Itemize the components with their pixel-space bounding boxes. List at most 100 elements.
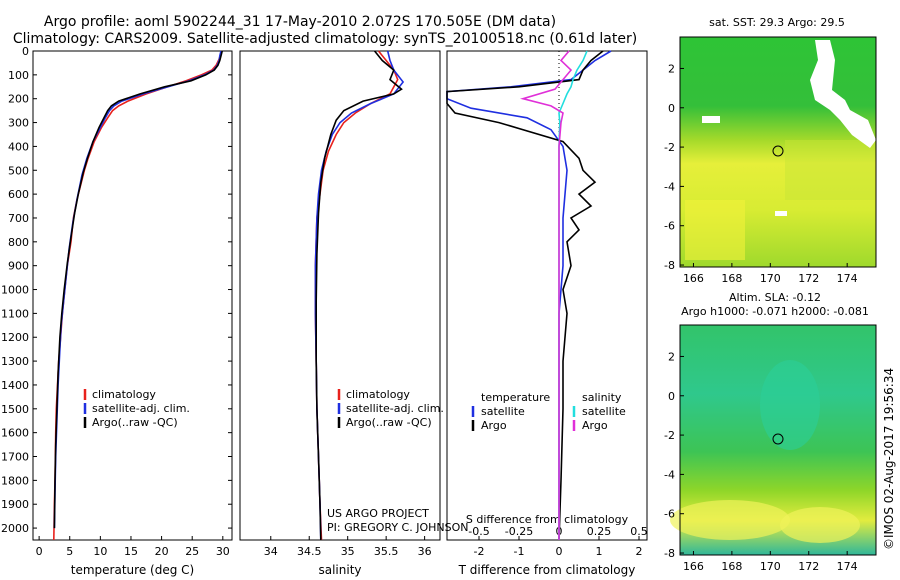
- y-tick-label: 1200: [1, 331, 29, 344]
- y-tick-label: 700: [8, 212, 29, 225]
- s-tick-label: -0.25: [505, 525, 533, 538]
- y-tick-label: 600: [8, 188, 29, 201]
- x-tick-label: -2: [474, 545, 485, 558]
- figure-title-2: Climatology: CARS2009. Satellite-adjuste…: [13, 31, 637, 47]
- x-tick-label: 0: [36, 545, 43, 558]
- y-tick-label: 1000: [1, 284, 29, 297]
- map-x-tick-label: 172: [798, 272, 819, 285]
- legend-label: Argo(..raw -QC): [346, 416, 432, 429]
- s-tick-label: -0.5: [468, 525, 489, 538]
- legend-label: Argo: [481, 419, 507, 432]
- series-line: [446, 50, 604, 541]
- map-x-tick-label: 174: [837, 272, 858, 285]
- x-tick-label: 2: [636, 545, 643, 558]
- sla-map-high: [670, 500, 790, 540]
- profile-panel-2: 34 34.5 35 35.5 36 salinity climatologysatelli…: [239, 50, 468, 577]
- map-x-tick-label: 170: [760, 560, 781, 573]
- sla-map-title-2: Argo h1000: -0.071 h2000: -0.081: [681, 305, 869, 318]
- x-tick-label: 34: [264, 545, 278, 558]
- x-tick-label: 35: [341, 545, 355, 558]
- legend-label: climatology: [346, 388, 410, 401]
- map-y-tick-label: -8: [664, 547, 675, 560]
- map-x-tick-label: 174: [837, 560, 858, 573]
- sst-argo-marker: [772, 145, 784, 157]
- y-tick-label: 1600: [1, 427, 29, 440]
- map-x-tick-label: 170: [760, 272, 781, 285]
- map-y-tick-label: -8: [664, 259, 675, 272]
- legend-title-s: salinity: [582, 391, 622, 404]
- map-y-tick-label: 2: [668, 62, 675, 75]
- x-tick-label: 10: [93, 545, 107, 558]
- series-line: [446, 50, 612, 540]
- y-tick-label: 1500: [1, 403, 29, 416]
- sst-map-gap-2: [775, 211, 787, 216]
- map-y-tick-label: -4: [664, 180, 675, 193]
- y-tick-label: 100: [8, 69, 29, 82]
- map-y-tick-label: 0: [668, 390, 675, 403]
- x-tick-label: 5: [66, 545, 73, 558]
- x-axis-label: temperature (deg C): [71, 563, 194, 577]
- y-tick-label: 1900: [1, 498, 29, 511]
- map-y-tick-label: -2: [664, 429, 675, 442]
- map-x-tick-label: 172: [798, 560, 819, 573]
- series-line: [520, 50, 573, 540]
- sla-map-high-2: [780, 507, 860, 543]
- x-tick-label: 0: [556, 545, 563, 558]
- series-line: [53, 50, 222, 529]
- legend-label: satellite: [582, 405, 626, 418]
- legend-label: satellite-adj. clim.: [92, 402, 190, 415]
- map-x-tick-label: 168: [721, 560, 742, 573]
- legend-label: Argo: [582, 419, 608, 432]
- series-line: [53, 50, 223, 541]
- legend-title-t: temperature: [481, 391, 550, 404]
- map-y-tick-label: -4: [664, 468, 675, 481]
- sst-map-patch: [685, 200, 745, 260]
- profile-panel-3: -2 -1 0 1 2T difference from climatology S di…: [446, 50, 648, 577]
- x-tick-label: 1: [596, 545, 603, 558]
- map-x-tick-label: 166: [683, 560, 704, 573]
- project-label: US ARGO PROJECT: [327, 507, 429, 520]
- sst-map-title: sat. SST: 29.3 Argo: 29.5: [709, 16, 845, 29]
- x-axis-label-top: S difference from climatology: [466, 513, 629, 526]
- x-tick-label: 25: [185, 545, 199, 558]
- y-tick-label: 1800: [1, 474, 29, 487]
- sst-map-land: [810, 40, 876, 148]
- legend-label: Argo(..raw -QC): [92, 416, 178, 429]
- sst-map-gap: [702, 116, 720, 123]
- x-tick-label: -1: [514, 545, 525, 558]
- sst-map-patch-2: [785, 140, 875, 200]
- map-y-tick-label: -2: [664, 141, 675, 154]
- y-tick-label: 800: [8, 236, 29, 249]
- map-y-tick-label: 2: [668, 350, 675, 363]
- y-tick-label: 500: [8, 164, 29, 177]
- y-tick-label: 300: [8, 117, 29, 130]
- legend-label: climatology: [92, 388, 156, 401]
- profile-panel-1: 0100200300400500600700800900100011001200…: [1, 45, 233, 577]
- x-tick-label: 36: [418, 545, 432, 558]
- panel-frame: [446, 50, 648, 541]
- y-tick-label: 900: [8, 260, 29, 273]
- y-tick-label: 1100: [1, 307, 29, 320]
- y-tick-label: 2000: [1, 522, 29, 535]
- legend-label: satellite-adj. clim.: [346, 402, 444, 415]
- s-tick-label: 0.25: [587, 525, 612, 538]
- legend-label: satellite: [481, 405, 525, 418]
- series-line: [314, 50, 399, 541]
- panel-frame: [32, 50, 233, 541]
- x-axis-label: T difference from climatology: [458, 563, 636, 577]
- map-x-tick-label: 168: [721, 272, 742, 285]
- x-axis-label: salinity: [318, 563, 361, 577]
- panel-frame: [239, 50, 441, 541]
- y-tick-label: 1400: [1, 379, 29, 392]
- y-tick-label: 0: [22, 45, 29, 58]
- sla-argo-marker: [772, 433, 784, 445]
- sst-map-frame: [679, 36, 877, 268]
- series-line: [315, 50, 403, 541]
- y-tick-label: 200: [8, 93, 29, 106]
- map-y-tick-label: 0: [668, 102, 675, 115]
- figure-title-1: Argo profile: aoml 5902244_31 17-May-201…: [44, 14, 556, 30]
- series-line: [314, 50, 405, 541]
- watermark: ©IMOS 02-Aug-2017 19:56:34: [882, 368, 896, 550]
- x-tick-label: 20: [155, 545, 169, 558]
